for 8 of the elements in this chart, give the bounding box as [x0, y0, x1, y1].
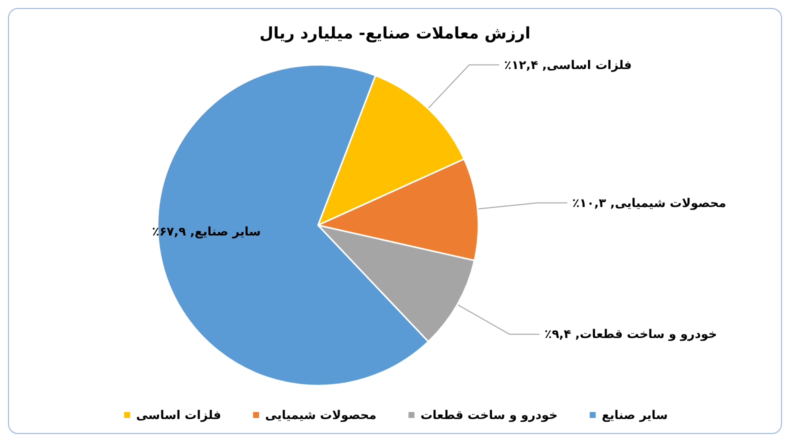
chart-title: ارزش معاملات صنایع- میلیارد ریال	[260, 24, 530, 42]
data-label: فلزات اساسی, ۱۲,۴٪	[504, 58, 632, 72]
legend-label: فلزات اساسی	[136, 408, 222, 422]
data-label: محصولات شیمیایی, ۱۰,۳٪	[572, 196, 726, 210]
legend-label: محصولات شیمیایی	[265, 408, 376, 422]
legend-label: سایر صنایع	[602, 408, 668, 422]
data-label: خودرو و ساخت قطعات, ۹,۴٪	[544, 327, 718, 342]
legend-label: خودرو و ساخت قطعات	[420, 408, 558, 422]
